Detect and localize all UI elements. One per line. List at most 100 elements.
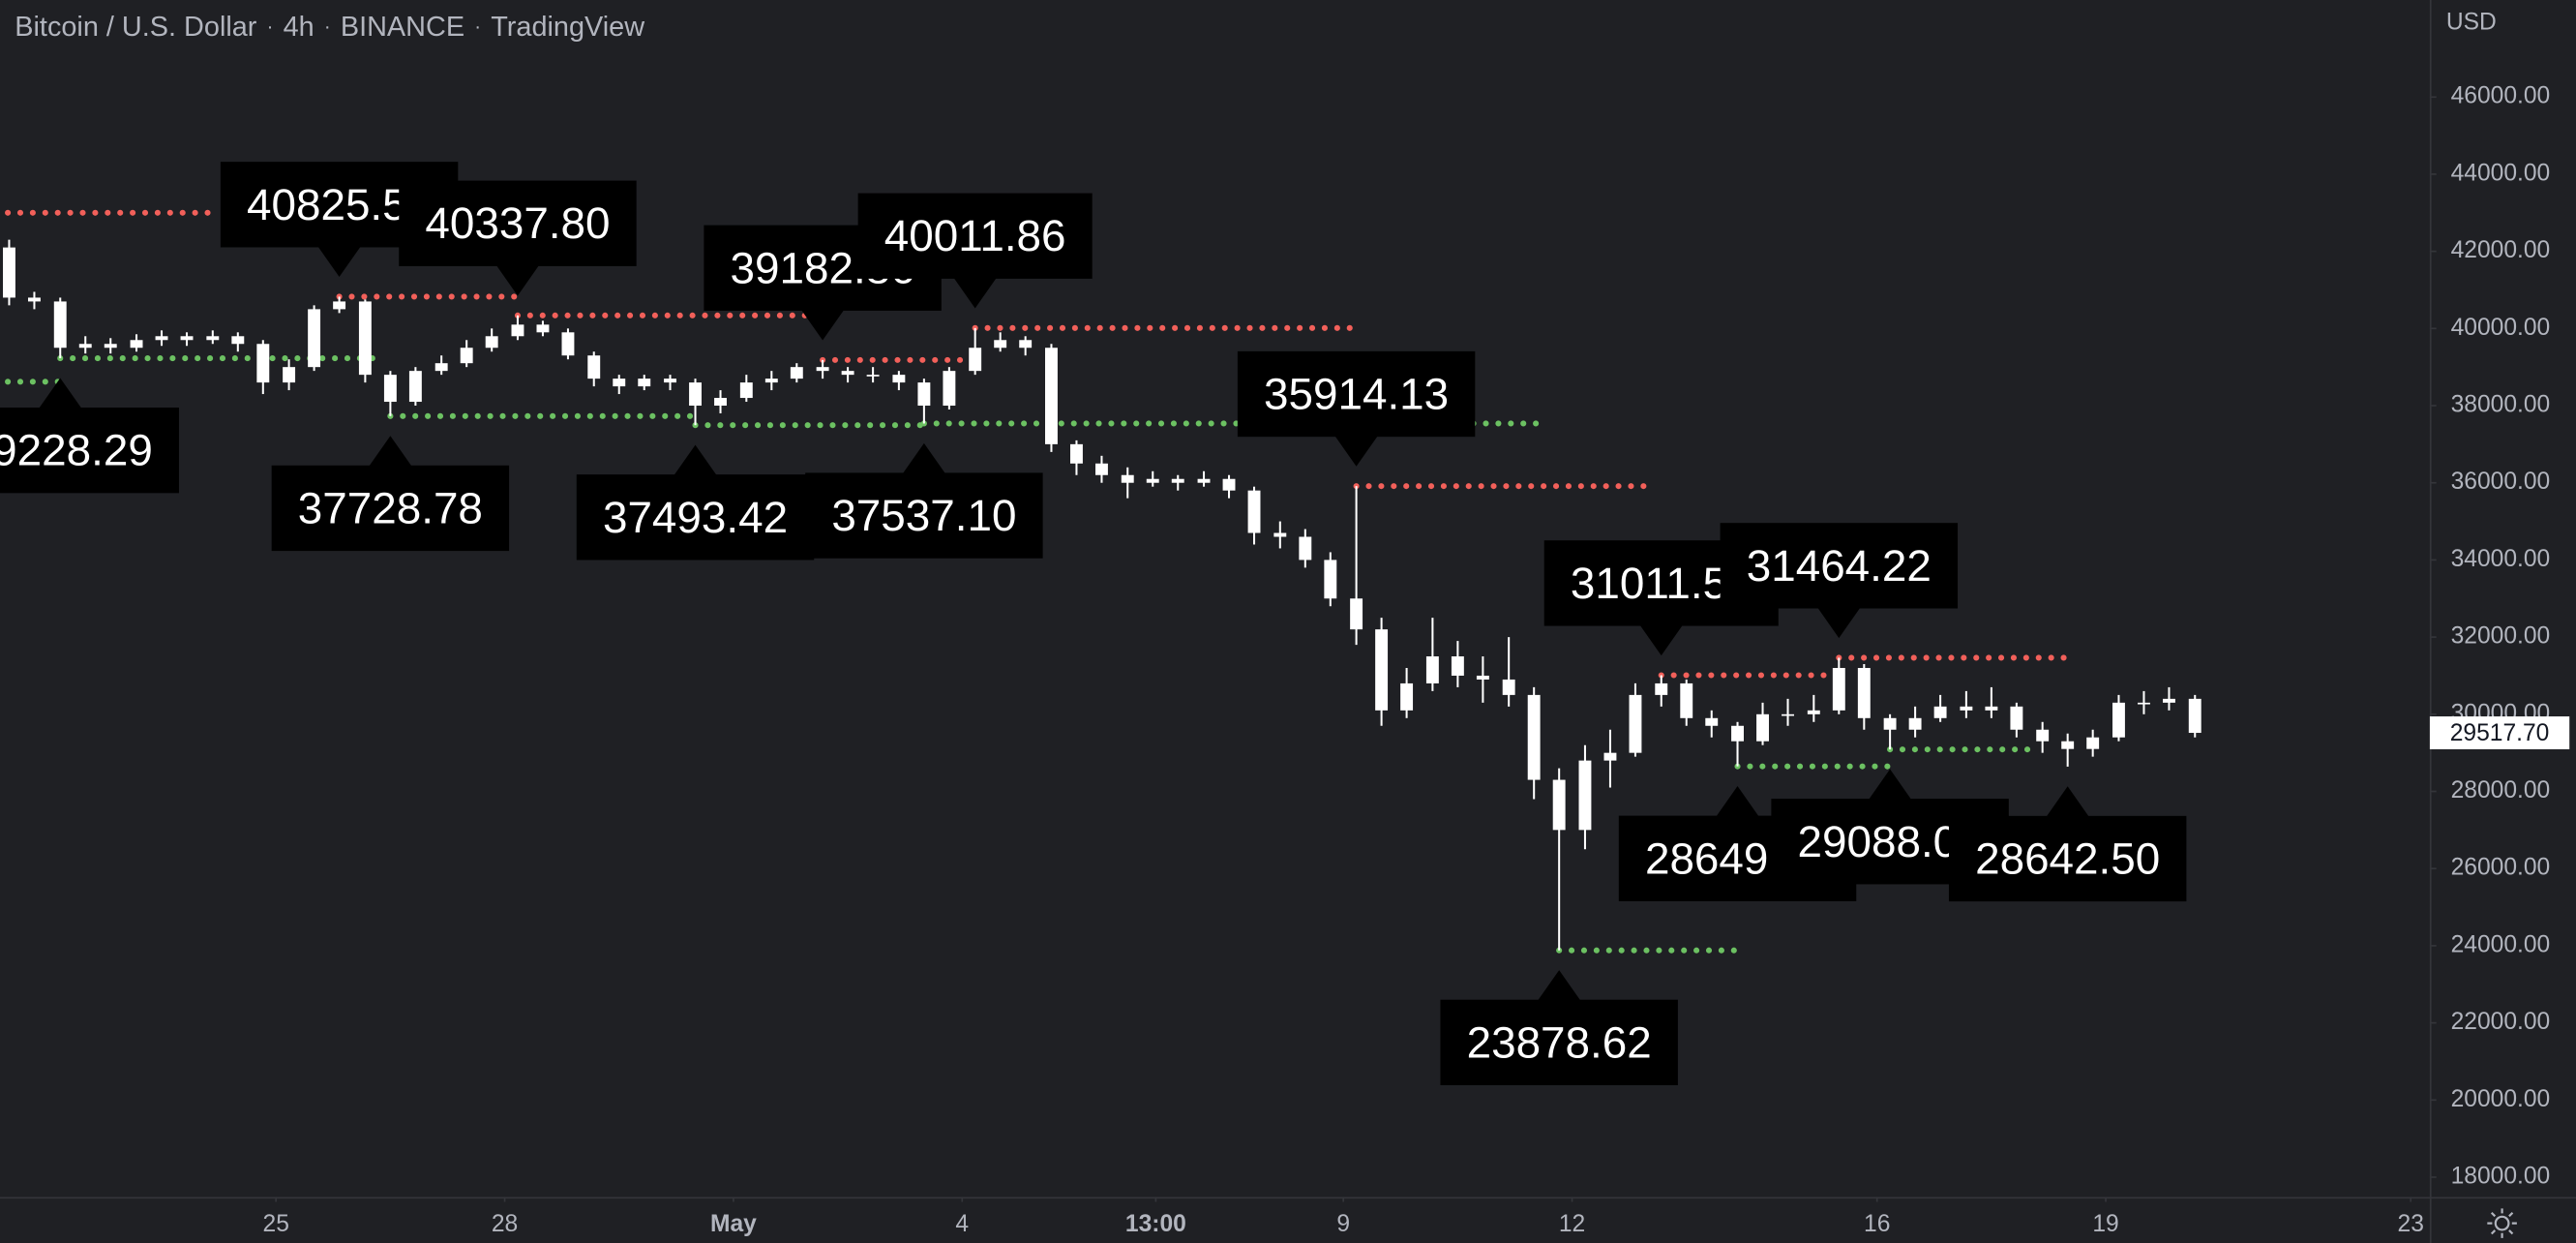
candle-body [561,332,575,356]
candle-body [1908,717,1922,730]
candle-body [1247,490,1261,533]
title-part: TradingView [491,11,644,42]
x-tick-label: 9 [1336,1211,1350,1237]
pivot-label-pointer [953,278,997,309]
candle-body [28,297,41,302]
candle-body [1857,667,1871,718]
pivot-label: 37537.10 [805,442,1043,559]
pivot-label-pointer [674,444,717,476]
pivot-label: 23878.62 [1440,970,1678,1086]
y-tick-label: 46000.00 [2451,83,2551,109]
candle-body [2086,737,2100,749]
chart-pane: 39228.2940825.5237728.7840337.8037493.42… [0,162,2202,1086]
title-part: 4h [284,11,315,42]
candle-body [1070,443,1083,464]
candle-body [1527,694,1541,780]
candle-body [1375,629,1389,711]
candle-body [3,247,15,298]
pivot-label-text: 40337.80 [425,198,610,248]
candle-body [1171,478,1184,483]
pivot-label-pointer [369,436,412,467]
y-tick-label: 38000.00 [2451,392,2551,418]
pivot-label-text: 31464.22 [1747,541,1932,591]
candle-body [2061,741,2075,749]
y-tick-label: 36000.00 [2451,469,2551,495]
candle-body [1095,463,1108,475]
candle-body [460,348,473,364]
pivot-label-box [576,474,815,561]
y-tick-label: 24000.00 [2451,931,2551,957]
y-tick-label: 44000.00 [2451,160,2551,186]
candle-body [1629,694,1642,753]
pivot-label: 37493.42 [576,444,815,561]
symbol-title: Bitcoin / U.S. Dollar · 4h · BINANCE · Trading… [15,11,644,42]
candle-body [1273,532,1287,537]
pivot-label-pointer [39,378,82,409]
candle-body [1400,682,1414,711]
pivot-label: 39228.29 [0,378,179,494]
x-tick-label: 12 [1559,1211,1585,1237]
title-part: Bitcoin / U.S. Dollar [15,11,257,42]
candle-body [1451,656,1464,676]
pivot-label: 40337.80 [399,180,637,296]
x-tick-label: 16 [1864,1211,1890,1237]
candle-body [587,355,601,379]
pivot-label-text: 39228.29 [0,426,153,475]
candle-body [485,336,498,349]
candle-body [1197,478,1211,483]
pivot-label-pointer [317,246,361,278]
candle-body [816,367,829,372]
candle-body [2188,698,2202,734]
candle-body [511,324,524,337]
pivot-label-text: 23878.62 [1467,1017,1652,1067]
candle-body [1425,656,1439,683]
pivot-label-pointer [1538,970,1581,1001]
pivot-label-box [271,465,510,552]
pivot-label-box [857,193,1093,279]
candle-body [1146,478,1159,483]
y-tick-label: 26000.00 [2451,855,2551,881]
candle-body [1883,717,1897,730]
pivot-label-pointer [1817,607,1861,639]
pivot-label-pointer [801,310,845,341]
candle-body [638,379,651,387]
y-tick-label: 22000.00 [2451,1009,2551,1035]
pivot-label: 31464.22 [1720,523,1959,639]
candle-body [764,379,778,383]
pivot-label-box [399,180,637,266]
pivot-label-text: 40011.86 [884,211,1066,260]
candle-body [994,340,1007,349]
pivot-label-text: 37537.10 [831,491,1016,540]
candle-body [256,344,270,383]
candle-body [790,367,803,379]
candle-body [536,324,550,333]
title-part: · [267,16,274,38]
candle-body [1832,667,1845,711]
pivot-label-box [1948,815,2187,902]
pivot-label: 28642.50 [1948,786,2187,902]
candle-body [943,371,956,407]
candle-body [1121,474,1134,483]
candle-body [866,375,880,377]
y-tick-label: 18000.00 [2451,1163,2551,1189]
candle-body [1756,713,1769,742]
candle-body [104,344,117,349]
candle-body [1807,710,1820,714]
x-tick-label: 19 [2092,1211,2118,1237]
title-part: · [324,16,331,38]
pivot-label-box [805,472,1043,559]
candle-body [2163,698,2175,703]
candle-body [283,367,296,383]
pivot-label-text: 37728.78 [298,483,483,532]
candle-body [689,382,702,407]
candle-body [308,309,321,368]
title-part: · [474,16,481,38]
x-tick-label: 4 [955,1211,969,1237]
pivot-label-text: 37493.42 [603,493,788,542]
candle-body [1680,682,1693,718]
candle-body [1603,752,1617,761]
candle-body [613,379,626,387]
settings-icon[interactable] [2487,1208,2517,1238]
y-tick-label: 20000.00 [2451,1086,2551,1112]
